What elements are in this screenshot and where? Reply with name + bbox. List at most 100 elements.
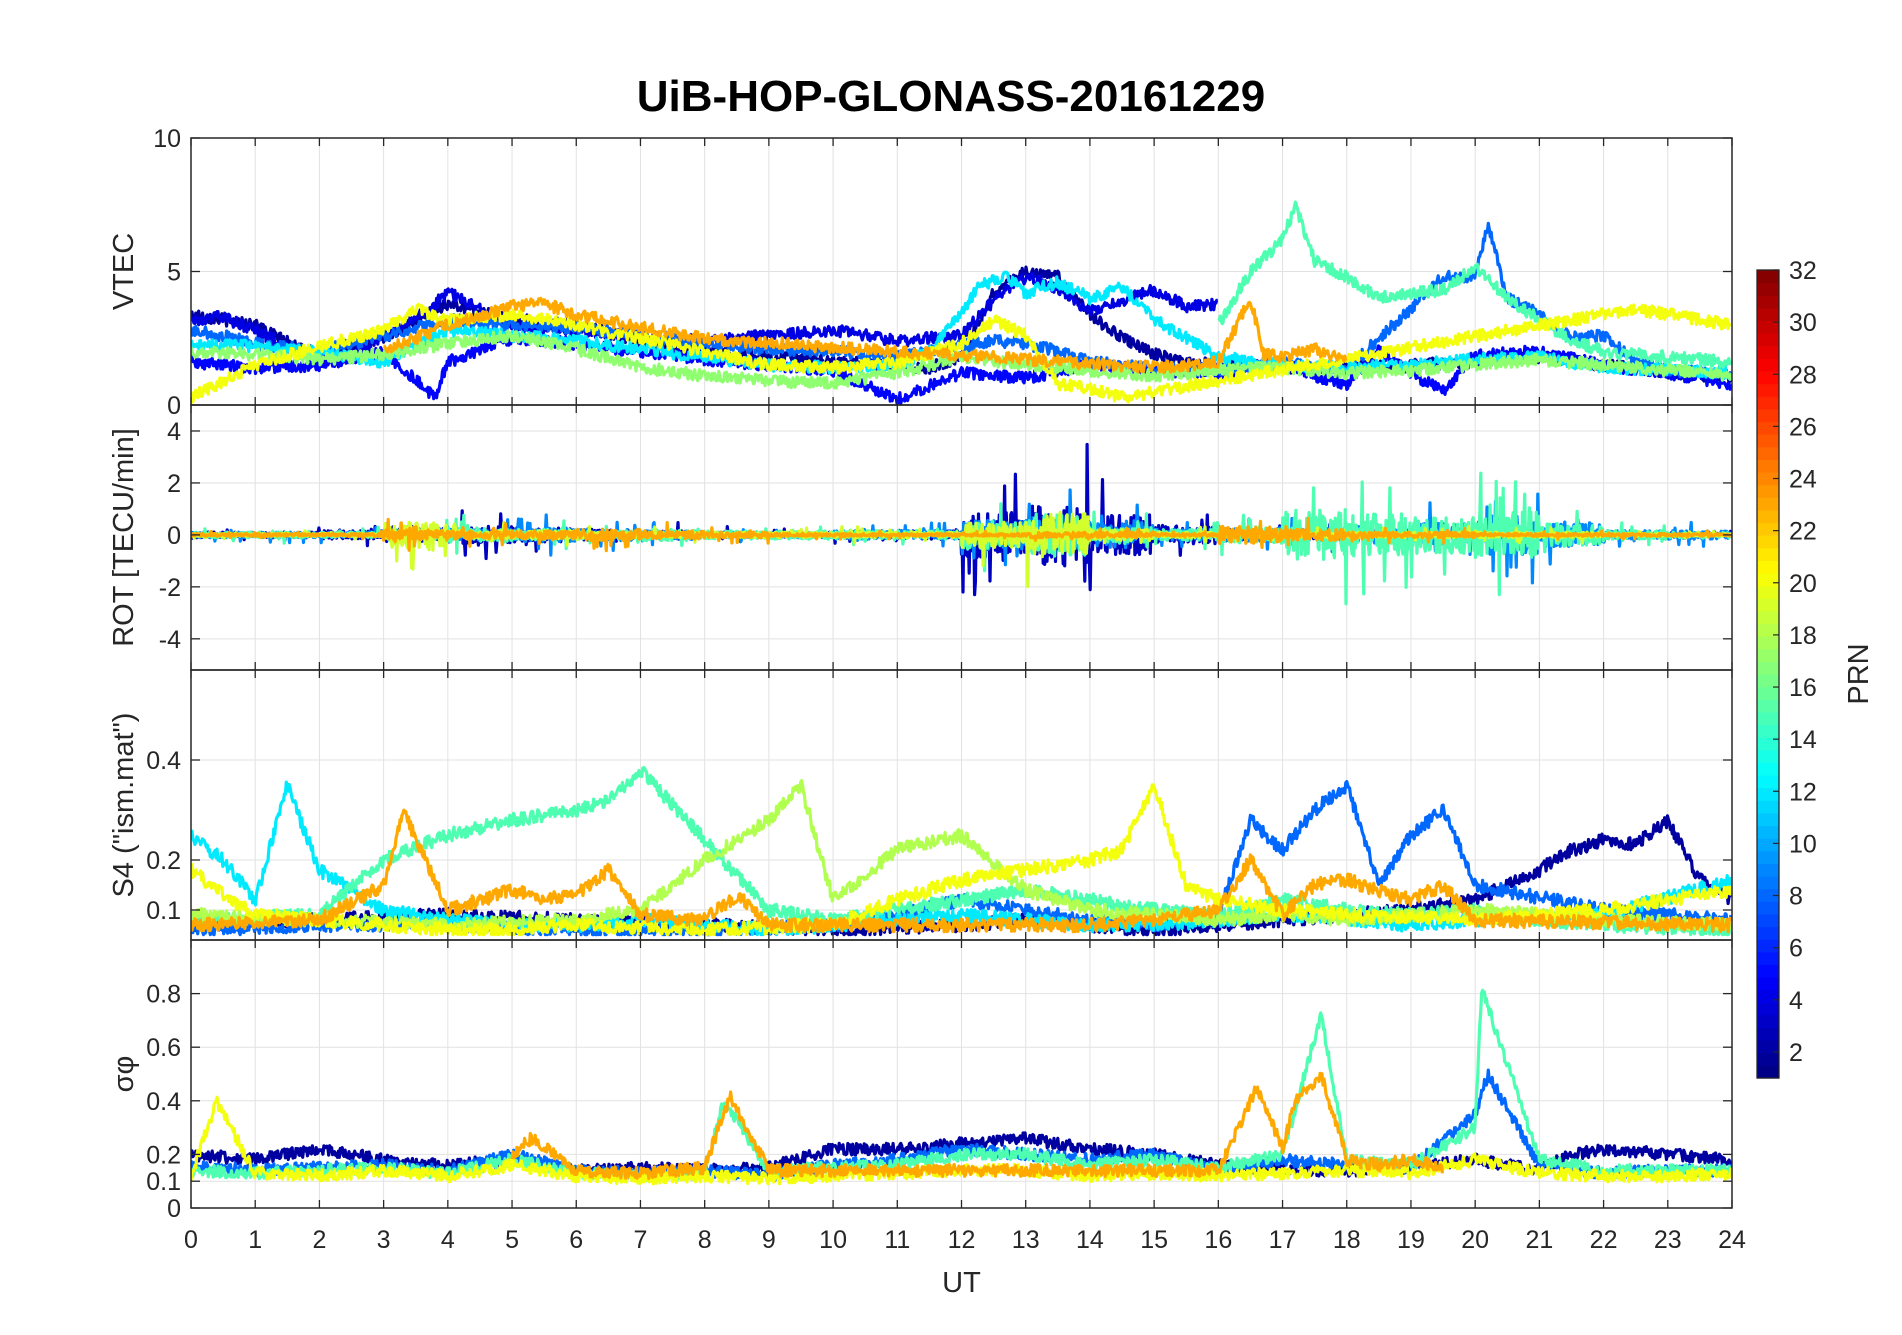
y-tick-label: 5 bbox=[167, 259, 181, 287]
colorbar-segment bbox=[1757, 775, 1779, 789]
series-group-panel-2 bbox=[191, 442, 1732, 606]
x-tick-label: 10 bbox=[819, 1226, 847, 1254]
colorbar-segment bbox=[1757, 737, 1779, 751]
x-tick-label: 11 bbox=[884, 1226, 910, 1254]
x-tick-label: 2 bbox=[312, 1226, 326, 1254]
panel-2: -4 -2 0 2 4 ROT [TECU/min] bbox=[108, 404, 1733, 671]
series-line-prn-23 bbox=[383, 296, 1348, 375]
colorbar-tick-label: 10 bbox=[1789, 830, 1817, 858]
colorbar-segment bbox=[1757, 573, 1779, 587]
colorbar-segment bbox=[1757, 674, 1779, 688]
x-tick-label: 0 bbox=[184, 1226, 198, 1254]
y-tick-label: 0.6 bbox=[146, 1034, 181, 1062]
colorbar-tick-label: 18 bbox=[1789, 622, 1817, 650]
colorbar-segment bbox=[1757, 724, 1779, 738]
colorbar-segment bbox=[1757, 320, 1779, 334]
colorbar-segment bbox=[1757, 1027, 1779, 1041]
colorbar-segment bbox=[1757, 497, 1779, 511]
colorbar-tick-label: 8 bbox=[1789, 883, 1803, 911]
y-tick-label: 0.4 bbox=[146, 1088, 181, 1116]
x-tick-label: 12 bbox=[948, 1226, 976, 1254]
colorbar-segment bbox=[1757, 282, 1779, 296]
colorbar-segment bbox=[1757, 560, 1779, 574]
colorbar-segment bbox=[1757, 295, 1779, 309]
x-tick-label: 24 bbox=[1718, 1226, 1746, 1254]
y-tick-label: 10 bbox=[153, 125, 181, 153]
y-tick-label: 0.1 bbox=[146, 897, 181, 925]
series-line-prn-15 bbox=[1217, 200, 1732, 369]
y-axis-label: ROT [TECU/min] bbox=[108, 428, 140, 647]
colorbar-segment bbox=[1757, 371, 1779, 385]
colorbar-segment bbox=[1757, 333, 1779, 347]
x-tick-label: 8 bbox=[698, 1226, 712, 1254]
colorbar-tick-label: 30 bbox=[1789, 309, 1817, 337]
colorbar-segment bbox=[1757, 964, 1779, 978]
colorbar-segment bbox=[1757, 901, 1779, 915]
colorbar-segment bbox=[1757, 585, 1779, 599]
y-tick-label: 0 bbox=[167, 522, 181, 550]
y-tick-label: 0.4 bbox=[146, 747, 181, 775]
x-tick-label: 17 bbox=[1269, 1226, 1297, 1254]
colorbar-tick-label: 32 bbox=[1789, 257, 1817, 285]
colorbar-tick-label: 6 bbox=[1789, 935, 1803, 963]
series-line-prn-23 bbox=[510, 1071, 1444, 1180]
colorbar-segment bbox=[1757, 421, 1779, 435]
x-tick-label: 5 bbox=[505, 1226, 519, 1254]
series-line-prn-23 bbox=[191, 808, 1732, 934]
x-tick-label: 6 bbox=[569, 1226, 583, 1254]
x-axis-label: UT bbox=[942, 1267, 981, 1299]
x-tick-label: 19 bbox=[1397, 1226, 1425, 1254]
colorbar-segment bbox=[1757, 522, 1779, 536]
colorbar-segment bbox=[1757, 977, 1779, 991]
colorbar-tick-label: 20 bbox=[1789, 570, 1817, 598]
x-tick-label: 21 bbox=[1525, 1226, 1553, 1254]
colorbar-segment bbox=[1757, 396, 1779, 410]
y-tick-label: 0 bbox=[167, 392, 181, 420]
colorbar-segment bbox=[1757, 939, 1779, 953]
x-tick-label: 4 bbox=[441, 1226, 455, 1254]
y-axis-label: S4 ("ism.mat") bbox=[108, 713, 140, 898]
colorbar-tick-label: 22 bbox=[1789, 518, 1817, 546]
colorbar-segment bbox=[1757, 1052, 1779, 1066]
series-line-prn-5 bbox=[191, 331, 1732, 405]
colorbar-segment bbox=[1757, 749, 1779, 763]
colorbar-segment bbox=[1757, 876, 1779, 890]
colorbar-segment bbox=[1757, 825, 1779, 839]
series-line-prn-20 bbox=[191, 1095, 1732, 1186]
colorbar-segment bbox=[1757, 989, 1779, 1003]
x-tick-label: 15 bbox=[1140, 1226, 1168, 1254]
colorbar-tick-label: 2 bbox=[1789, 1039, 1803, 1067]
colorbar-tick-label: 28 bbox=[1789, 361, 1817, 389]
colorbar-segment bbox=[1757, 636, 1779, 650]
colorbar-segment bbox=[1757, 535, 1779, 549]
y-tick-label: 0.2 bbox=[146, 1141, 181, 1169]
series-group-panel-3 bbox=[191, 765, 1732, 937]
colorbar-tick-label: 14 bbox=[1789, 726, 1817, 754]
colorbar-segment bbox=[1757, 951, 1779, 965]
y-tick-label: 4 bbox=[167, 418, 181, 446]
y-tick-label: 0.1 bbox=[146, 1168, 181, 1196]
panel-3: 0.1 0.2 0.4S4 ("ism.mat") bbox=[108, 669, 1733, 941]
colorbar-segment bbox=[1757, 610, 1779, 625]
colorbar-label: PRN bbox=[1843, 643, 1875, 704]
y-tick-label: -2 bbox=[159, 574, 181, 602]
x-tick-label: 3 bbox=[377, 1226, 391, 1254]
colorbar-segment bbox=[1757, 1002, 1779, 1016]
colorbar-segment bbox=[1757, 509, 1779, 524]
colorbar-segment bbox=[1757, 686, 1779, 700]
x-tick-label: 16 bbox=[1204, 1226, 1232, 1254]
colorbar-segment bbox=[1757, 383, 1779, 397]
colorbar-segment bbox=[1757, 446, 1779, 460]
colorbar-segment bbox=[1757, 408, 1779, 423]
colorbar-segment bbox=[1757, 1014, 1779, 1029]
colorbar-segment bbox=[1757, 711, 1779, 726]
colorbar-segment bbox=[1757, 459, 1779, 473]
x-tick-label: 14 bbox=[1076, 1226, 1104, 1254]
colorbar-tick-label: 24 bbox=[1789, 466, 1817, 494]
colorbar-segment bbox=[1757, 547, 1779, 561]
colorbar-segment bbox=[1757, 484, 1779, 498]
colorbar-tick-label: 4 bbox=[1789, 987, 1803, 1015]
panel-4: 00.10.2 0.4 0.6 0.8 σφ bbox=[108, 939, 1733, 1223]
